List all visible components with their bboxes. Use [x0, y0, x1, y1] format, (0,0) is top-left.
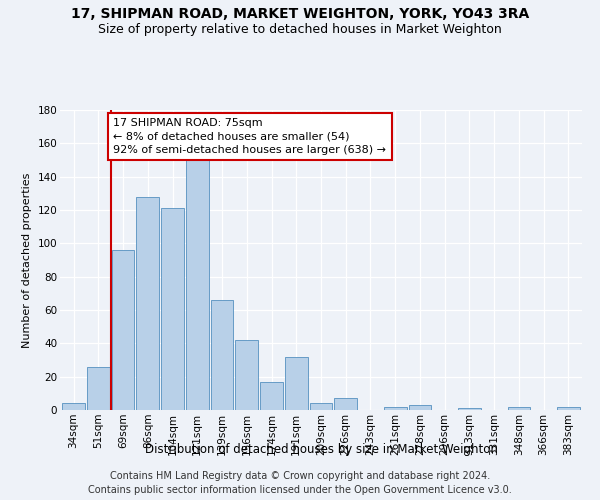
Bar — [409, 405, 431, 410]
Bar — [235, 340, 258, 410]
Bar — [112, 250, 134, 410]
Bar — [186, 158, 209, 410]
Bar — [458, 408, 481, 410]
Bar — [557, 406, 580, 410]
Bar — [310, 404, 332, 410]
Text: Size of property relative to detached houses in Market Weighton: Size of property relative to detached ho… — [98, 22, 502, 36]
Bar — [384, 406, 407, 410]
Text: 17, SHIPMAN ROAD, MARKET WEIGHTON, YORK, YO43 3RA: 17, SHIPMAN ROAD, MARKET WEIGHTON, YORK,… — [71, 8, 529, 22]
Bar — [87, 366, 110, 410]
Text: 17 SHIPMAN ROAD: 75sqm
← 8% of detached houses are smaller (54)
92% of semi-deta: 17 SHIPMAN ROAD: 75sqm ← 8% of detached … — [113, 118, 386, 154]
Bar — [62, 404, 85, 410]
Text: Distribution of detached houses by size in Market Weighton: Distribution of detached houses by size … — [145, 442, 497, 456]
Bar — [211, 300, 233, 410]
Bar — [136, 196, 159, 410]
Bar — [161, 208, 184, 410]
Y-axis label: Number of detached properties: Number of detached properties — [22, 172, 32, 348]
Bar — [334, 398, 357, 410]
Text: Contains HM Land Registry data © Crown copyright and database right 2024.: Contains HM Land Registry data © Crown c… — [110, 471, 490, 481]
Bar — [285, 356, 308, 410]
Bar — [508, 406, 530, 410]
Bar — [260, 382, 283, 410]
Text: Contains public sector information licensed under the Open Government Licence v3: Contains public sector information licen… — [88, 485, 512, 495]
